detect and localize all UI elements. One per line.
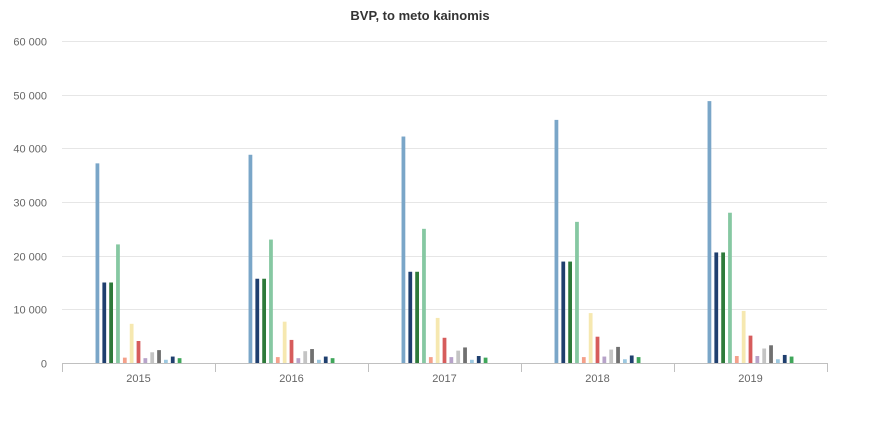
bar bbox=[129, 323, 134, 363]
bar bbox=[483, 357, 488, 363]
bar bbox=[255, 278, 260, 363]
bar bbox=[554, 119, 559, 363]
bar bbox=[296, 358, 301, 363]
bar-series bbox=[95, 101, 794, 364]
bar bbox=[588, 313, 593, 363]
bar bbox=[741, 310, 746, 363]
bar bbox=[275, 357, 280, 363]
x-tick-label: 2019 bbox=[738, 373, 762, 385]
bar bbox=[623, 359, 627, 363]
bar bbox=[755, 356, 760, 363]
bar bbox=[428, 357, 433, 363]
bar bbox=[456, 350, 461, 363]
bar bbox=[157, 350, 161, 363]
bar bbox=[463, 347, 467, 363]
y-tick-label: 60 000 bbox=[13, 37, 47, 49]
bar bbox=[170, 356, 175, 363]
bar bbox=[164, 359, 168, 363]
bar bbox=[602, 356, 607, 363]
bar bbox=[561, 261, 566, 363]
bar bbox=[408, 271, 413, 363]
bar bbox=[581, 357, 586, 363]
bar bbox=[150, 352, 155, 363]
bar bbox=[323, 356, 328, 363]
bar bbox=[748, 335, 753, 363]
bar bbox=[248, 154, 253, 363]
bar bbox=[435, 317, 440, 363]
bar bbox=[609, 349, 614, 363]
bar bbox=[109, 282, 113, 363]
bar bbox=[262, 278, 266, 363]
bar bbox=[303, 351, 308, 363]
bar bbox=[728, 212, 732, 363]
bar bbox=[769, 345, 773, 363]
x-axis: 2015 2016 2017 2018 2019 bbox=[62, 363, 828, 385]
bar bbox=[177, 358, 182, 363]
bar bbox=[707, 101, 712, 364]
bar bbox=[136, 341, 141, 363]
bar bbox=[776, 359, 780, 363]
bar bbox=[442, 337, 447, 363]
y-tick-label: 50 000 bbox=[13, 91, 47, 103]
bar bbox=[714, 252, 719, 363]
bar bbox=[269, 239, 273, 363]
bar bbox=[401, 136, 406, 363]
bar bbox=[122, 357, 127, 363]
bar bbox=[721, 252, 725, 363]
bar bbox=[330, 358, 335, 363]
bar bbox=[415, 271, 419, 363]
bar bbox=[143, 358, 148, 363]
bar bbox=[595, 336, 600, 363]
x-tick-label: 2017 bbox=[432, 373, 456, 385]
y-axis-tick-labels: 0 10 000 20 000 30 000 40 000 50 000 60 000 bbox=[13, 37, 47, 371]
x-tick-label: 2018 bbox=[585, 373, 609, 385]
bar bbox=[449, 357, 454, 363]
y-tick-label: 20 000 bbox=[13, 252, 47, 264]
bar bbox=[102, 282, 107, 363]
bar bbox=[116, 244, 120, 363]
grid-lines bbox=[62, 41, 827, 310]
bar bbox=[422, 228, 426, 363]
bar bbox=[629, 355, 634, 363]
bar bbox=[282, 321, 287, 363]
bar bbox=[616, 346, 620, 363]
bar bbox=[568, 261, 572, 363]
bar bbox=[734, 356, 739, 363]
bar bbox=[782, 354, 787, 363]
bar bbox=[789, 356, 794, 363]
y-tick-label: 10 000 bbox=[13, 305, 47, 317]
bar bbox=[636, 357, 641, 363]
y-tick-label: 40 000 bbox=[13, 144, 47, 156]
bar bbox=[317, 359, 321, 363]
bar bbox=[476, 356, 481, 363]
bar bbox=[289, 339, 294, 363]
x-tick-label: 2015 bbox=[126, 373, 150, 385]
y-tick-label: 30 000 bbox=[13, 198, 47, 210]
bar bbox=[470, 359, 474, 363]
bar bbox=[310, 349, 314, 363]
y-tick-label: 0 bbox=[41, 359, 47, 371]
bar bbox=[575, 221, 579, 363]
chart-title: BVP, to meto kainomis bbox=[350, 8, 489, 23]
x-tick-label: 2016 bbox=[279, 373, 303, 385]
bar bbox=[95, 163, 100, 363]
bar bbox=[762, 348, 767, 363]
